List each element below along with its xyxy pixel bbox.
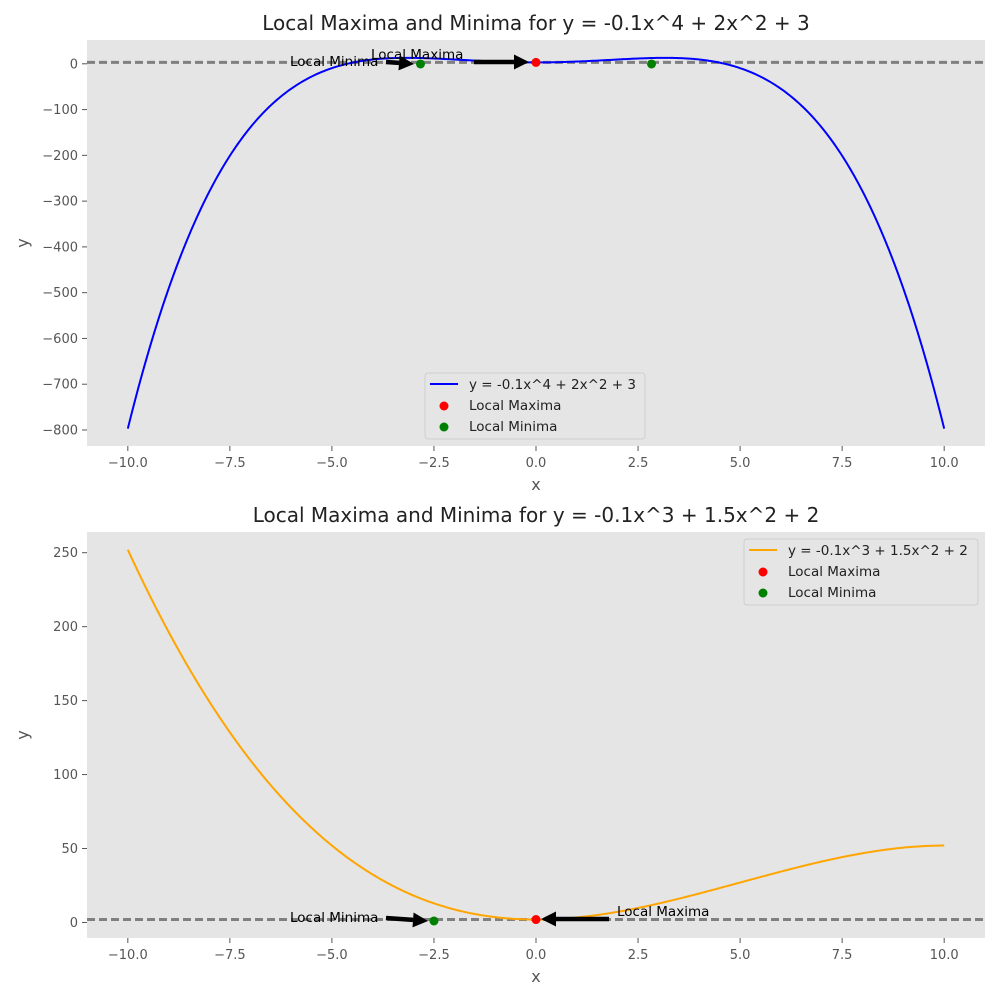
y-axis-label: y bbox=[13, 238, 32, 247]
x-axis-label: x bbox=[531, 475, 540, 494]
x-tick-label: 0.0 bbox=[526, 948, 547, 963]
annotation-arrow-shaft bbox=[385, 59, 400, 66]
annotation-local-minima: Local Minima bbox=[290, 910, 428, 928]
x-tick-label: −2.5 bbox=[418, 948, 450, 963]
x-tick-label: −10.0 bbox=[108, 948, 148, 963]
annotation-text: Local Maxima bbox=[617, 904, 709, 920]
x-tick-label: −7.5 bbox=[214, 456, 246, 471]
x-tick-label: 10.0 bbox=[930, 456, 959, 471]
annotation-arrow-shaft bbox=[385, 915, 414, 923]
y-tick-label: −300 bbox=[42, 195, 78, 210]
x-tick-label: −2.5 bbox=[418, 456, 450, 471]
local-minima-point bbox=[429, 916, 439, 926]
legend-label: y = -0.1x^4 + 2x^2 + 3 bbox=[469, 377, 636, 393]
chart-1: −10.0 −7.5 −5.0 −2.5 0.0 2.5 5.0 7.5 10.0 0 −100 −2… bbox=[13, 11, 985, 494]
chart-title: Local Maxima and Minima for y = -0.1x^3 … bbox=[253, 503, 820, 527]
x-tick-label: 0.0 bbox=[526, 456, 547, 471]
local-maxima-point bbox=[531, 915, 541, 925]
chart-title: Local Maxima and Minima for y = -0.1x^4 … bbox=[262, 11, 810, 35]
x-tick-label: 5.0 bbox=[730, 948, 751, 963]
y-tick-label: −500 bbox=[42, 286, 78, 301]
annotation-arrow-head bbox=[541, 911, 556, 927]
local-maxima-point bbox=[531, 57, 541, 67]
y-tick-label: 0 bbox=[70, 57, 78, 72]
x-tick-label: −5.0 bbox=[316, 456, 348, 471]
annotation-text: Local Minima bbox=[290, 54, 378, 70]
annotation-text: Local Maxima bbox=[371, 47, 463, 63]
legend-label: y = -0.1x^3 + 1.5x^2 + 2 bbox=[788, 543, 968, 559]
x-tick-label: 2.5 bbox=[628, 456, 649, 471]
y-tick-label: −700 bbox=[42, 378, 78, 393]
y-tick-label: 200 bbox=[53, 620, 78, 635]
legend-label: Local Minima bbox=[469, 419, 557, 435]
x-tick-label: 7.5 bbox=[832, 456, 853, 471]
annotation-arrow-head bbox=[398, 55, 414, 71]
x-tick-label: 2.5 bbox=[628, 948, 649, 963]
y-tick-label: −600 bbox=[42, 332, 78, 347]
y-tick-label: −200 bbox=[42, 149, 78, 164]
annotation-arrow-head bbox=[514, 54, 529, 70]
y-axis-label: y bbox=[13, 730, 32, 739]
annotation-local-maxima: Local Maxima bbox=[371, 47, 529, 70]
local-minima-point bbox=[415, 59, 425, 69]
x-tick-label: −10.0 bbox=[108, 456, 148, 471]
y-tick-label: −800 bbox=[42, 423, 78, 438]
data-layer bbox=[87, 56, 985, 429]
annotation-text: Local Minima bbox=[290, 910, 378, 926]
x-tick-label: 7.5 bbox=[832, 948, 853, 963]
legend-dot-swatch bbox=[758, 588, 768, 598]
legend-box bbox=[743, 538, 979, 606]
annotation-local-minima: Local Minima bbox=[290, 54, 414, 71]
y-tick-label: 0 bbox=[70, 916, 78, 931]
x-axis-label: x bbox=[531, 967, 540, 986]
chart-2: −10.0 −7.5 −5.0 −2.5 0.0 2.5 5.0 7.5 10.0 0 50 100 1… bbox=[13, 503, 985, 986]
legend: y = -0.1x^4 + 2x^2 + 3 Local Maxima Local … bbox=[424, 372, 646, 440]
y-tick-label: 250 bbox=[53, 546, 78, 561]
local-minima-point bbox=[647, 59, 657, 69]
data-layer bbox=[87, 549, 985, 926]
legend-dot-swatch bbox=[439, 401, 449, 411]
y-tick-label: −100 bbox=[42, 103, 78, 118]
annotation-arrow-head bbox=[412, 912, 428, 928]
y-tick-label: 150 bbox=[53, 694, 78, 709]
legend-label: Local Maxima bbox=[469, 398, 561, 414]
legend-box bbox=[424, 372, 646, 440]
legend: y = -0.1x^3 + 1.5x^2 + 2 Local Maxima Loca… bbox=[743, 538, 979, 606]
x-tick-label: −5.0 bbox=[316, 948, 348, 963]
legend-label: Local Minima bbox=[788, 585, 876, 601]
legend-dot-swatch bbox=[758, 567, 768, 577]
x-tick-label: 10.0 bbox=[930, 948, 959, 963]
y-tick-label: 50 bbox=[61, 842, 78, 857]
legend-dot-swatch bbox=[439, 422, 449, 432]
y-tick-label: 100 bbox=[53, 768, 78, 783]
annotation-local-maxima: Local Maxima bbox=[541, 904, 709, 927]
x-tick-label: 5.0 bbox=[730, 456, 751, 471]
x-tick-label: −7.5 bbox=[214, 948, 246, 963]
legend-label: Local Maxima bbox=[788, 564, 880, 580]
y-tick-label: −400 bbox=[42, 240, 78, 255]
